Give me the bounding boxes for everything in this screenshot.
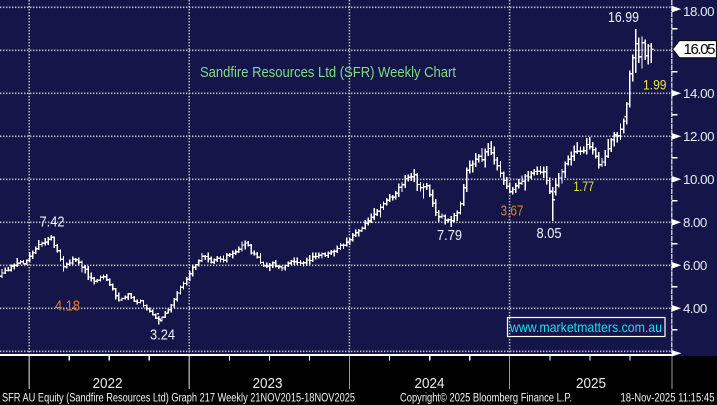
svg-text:4.00: 4.00 bbox=[683, 301, 707, 316]
svg-text:2022: 2022 bbox=[93, 376, 123, 392]
svg-text:1.99: 1.99 bbox=[643, 76, 667, 92]
svg-text:Copyright© 2025 Bloomberg Fina: Copyright© 2025 Bloomberg Finance L.P. bbox=[400, 391, 572, 405]
svg-text:18-Nov-2025 11:15:45: 18-Nov-2025 11:15:45 bbox=[621, 391, 715, 405]
svg-text:10.00: 10.00 bbox=[683, 172, 715, 187]
svg-text:2025: 2025 bbox=[576, 376, 606, 392]
svg-text:3.67: 3.67 bbox=[501, 204, 524, 220]
svg-text:6.00: 6.00 bbox=[683, 258, 707, 273]
svg-text:7.79: 7.79 bbox=[437, 227, 462, 244]
svg-text:2024: 2024 bbox=[415, 376, 445, 392]
svg-text:12.00: 12.00 bbox=[683, 129, 715, 144]
svg-text:8.05: 8.05 bbox=[537, 225, 562, 242]
svg-text:3.24: 3.24 bbox=[150, 327, 175, 344]
svg-text:16.99: 16.99 bbox=[608, 9, 639, 26]
svg-text:8.00: 8.00 bbox=[683, 215, 707, 230]
svg-text:18.00: 18.00 bbox=[683, 4, 715, 19]
svg-text:16.05: 16.05 bbox=[684, 41, 716, 58]
svg-text:7.42: 7.42 bbox=[40, 214, 65, 231]
svg-text:SFR AU Equity (Sandfire Resour: SFR AU Equity (Sandfire Resources Ltd) G… bbox=[2, 391, 355, 405]
svg-text:www.marketmatters.com.au: www.marketmatters.com.au bbox=[509, 319, 662, 335]
svg-text:Sandfire Resources Ltd (SFR) W: Sandfire Resources Ltd (SFR) Weekly Char… bbox=[200, 64, 457, 81]
svg-text:2023: 2023 bbox=[253, 376, 283, 392]
svg-text:1.77: 1.77 bbox=[574, 178, 595, 194]
svg-text:4.18: 4.18 bbox=[55, 298, 80, 315]
svg-text:14.00: 14.00 bbox=[683, 86, 715, 101]
